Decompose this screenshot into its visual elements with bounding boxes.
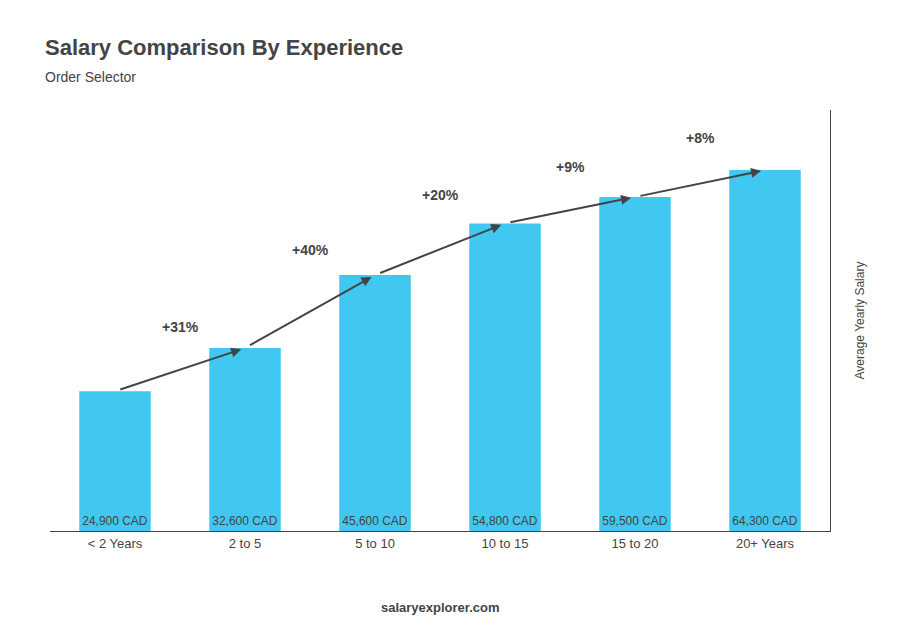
svg-text:10 to 15: 10 to 15 [482,536,529,551]
svg-text:64,300 CAD: 64,300 CAD [732,514,797,528]
svg-text:54,800 CAD: 54,800 CAD [472,514,537,528]
svg-text:+40%: +40% [292,242,329,258]
svg-text:+31%: +31% [162,319,199,335]
svg-text:32,600 CAD: 32,600 CAD [212,514,277,528]
svg-text:+8%: +8% [686,130,715,146]
svg-text:Salary Comparison By Experienc: Salary Comparison By Experience [45,35,403,60]
svg-text:20+ Years: 20+ Years [736,536,795,551]
svg-text:2 to 5: 2 to 5 [229,536,262,551]
svg-text:< 2 Years: < 2 Years [88,536,143,551]
svg-text:5 to 10: 5 to 10 [355,536,395,551]
svg-text:+9%: +9% [556,159,585,175]
svg-text:Average Yearly Salary: Average Yearly Salary [853,262,867,380]
svg-text:Order Selector: Order Selector [45,69,136,85]
svg-text:24,900 CAD: 24,900 CAD [82,514,147,528]
svg-text:45,600 CAD: 45,600 CAD [342,514,407,528]
svg-text:59,500 CAD: 59,500 CAD [602,514,667,528]
svg-text:salaryexplorer.com: salaryexplorer.com [381,600,500,615]
svg-text:+20%: +20% [422,187,459,203]
svg-text:15 to 20: 15 to 20 [612,536,659,551]
